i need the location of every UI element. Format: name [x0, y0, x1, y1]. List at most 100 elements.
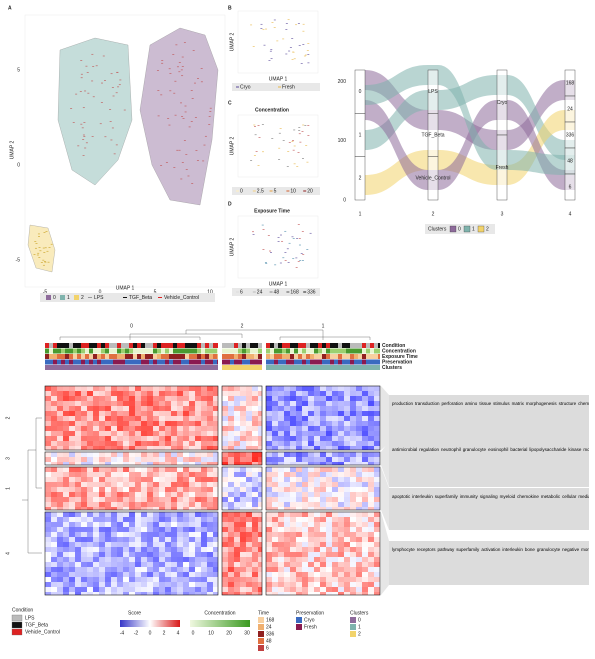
heatmap-cell [332, 542, 338, 547]
annotation-cell [177, 348, 181, 354]
heatmap-cell [302, 457, 308, 462]
heatmap-cell [99, 582, 105, 587]
heatmap-cell [326, 507, 332, 510]
heatmap-cell [111, 587, 117, 592]
heatmap-cell [320, 411, 326, 416]
heatmap-cell [314, 542, 320, 547]
annotation-cell [65, 348, 69, 354]
heatmap-cell [266, 527, 272, 532]
heatmap-cell [272, 512, 278, 517]
heatmap-cell [93, 572, 99, 577]
heatmap-cell [153, 431, 159, 436]
heatmap-cell [222, 406, 228, 411]
heatmap-cell [69, 592, 75, 595]
heatmap-cell [272, 421, 278, 426]
heatmap-cell [75, 587, 81, 592]
heatmap-cell [308, 527, 314, 532]
heatmap-cell [290, 532, 296, 537]
annotation-cell [302, 359, 306, 365]
heatmap-cell [165, 457, 171, 462]
heatmap-cell [45, 406, 51, 411]
heatmap-cell [201, 406, 207, 411]
heatmap-cell [374, 457, 380, 462]
cloud-word: bacterial [510, 447, 528, 452]
heatmap-cell [284, 487, 290, 492]
legend-tick: 2 [163, 630, 166, 636]
heatmap-cell [147, 557, 153, 562]
heatmap-cell [374, 426, 380, 431]
heatmap-cell [234, 487, 240, 492]
annotation-cell [53, 348, 57, 354]
heatmap-cell [69, 482, 75, 487]
heatmap-cell [159, 436, 165, 441]
heatmap-cell [177, 391, 183, 396]
heatmap-cell [338, 406, 344, 411]
heatmap-cell [332, 567, 338, 572]
heatmap-cell [222, 527, 228, 532]
heatmap-cell [111, 431, 117, 436]
heatmap-cell [159, 426, 165, 431]
legend-label: 0 [240, 188, 243, 194]
heatmap-cell [272, 396, 278, 401]
heatmap-cell [246, 507, 252, 510]
heatmap-cell [99, 532, 105, 537]
heatmap-cell [159, 416, 165, 421]
annotation-cell [125, 343, 129, 348]
heatmap-cell [284, 532, 290, 537]
legend-tick: 30 [244, 630, 250, 636]
heatmap-cell [57, 502, 63, 507]
heatmap-cell [368, 562, 374, 567]
heatmap-cell [51, 462, 57, 465]
legend-label: 0 [358, 617, 361, 623]
heatmap-cell [266, 557, 272, 562]
heatmap-cell [284, 472, 290, 477]
heatmap-cell [356, 562, 362, 567]
heatmap-cell [368, 396, 374, 401]
heatmap-cell [201, 477, 207, 482]
heatmap-cell [159, 552, 165, 557]
heatmap-cell [296, 446, 302, 450]
heatmap-cell [246, 431, 252, 436]
heatmap-cell [141, 572, 147, 577]
annotation-cell [141, 359, 145, 365]
heatmap-cell [45, 462, 51, 465]
heatmap-cell [117, 411, 123, 416]
heatmap-cell [296, 562, 302, 567]
heatmap-cell [374, 386, 380, 391]
heatmap-cell [75, 522, 81, 527]
heatmap-cell [75, 472, 81, 477]
heatmap-cell [165, 497, 171, 502]
heatmap-cell [278, 421, 284, 426]
heatmap-cell [159, 452, 165, 457]
heatmap-cell [45, 386, 51, 391]
heatmap-cell [350, 426, 356, 431]
heatmap-cell [81, 547, 87, 552]
heatmap-cell [201, 436, 207, 441]
heatmap-cell [234, 527, 240, 532]
heatmap-cell [81, 567, 87, 572]
heatmap-cell [201, 512, 207, 517]
heatmap-cell [123, 472, 129, 477]
heatmap-cell [171, 532, 177, 537]
heatmap-cell [69, 552, 75, 557]
row-cluster-label: 2 [5, 416, 11, 419]
heatmap-cell [326, 416, 332, 421]
annotation-cell [362, 354, 366, 359]
heatmap-cell [314, 416, 320, 421]
heatmap-cell [93, 502, 99, 507]
heatmap-cell [75, 411, 81, 416]
heatmap-cell [45, 411, 51, 416]
annotation-cell [161, 343, 165, 348]
annotation-cell [306, 343, 310, 348]
heatmap-cell [290, 587, 296, 592]
heatmap-cell [356, 386, 362, 391]
heatmap-cell [302, 547, 308, 552]
heatmap-cell [374, 462, 380, 465]
heatmap-cell [272, 457, 278, 462]
heatmap-cell [57, 577, 63, 582]
heatmap-cell [75, 507, 81, 510]
annotation-cell [282, 365, 286, 370]
heatmap-cell [246, 452, 252, 457]
heatmap-cell [207, 401, 213, 406]
heatmap-cell [290, 391, 296, 396]
